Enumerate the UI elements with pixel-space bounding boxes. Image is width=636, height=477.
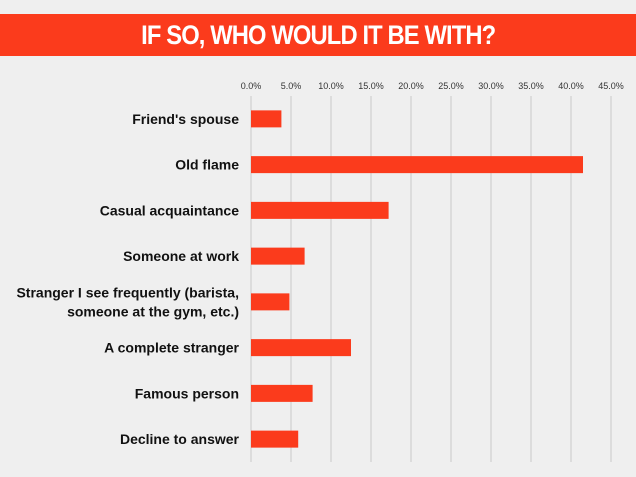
x-tick-label: 15.0%	[358, 81, 384, 91]
x-tick-label: 45.0%	[598, 81, 624, 91]
category-label: Famous person	[135, 385, 239, 401]
bar	[251, 110, 282, 128]
bar	[251, 156, 583, 174]
x-tick-label: 5.0%	[281, 81, 302, 91]
x-tick-label: 25.0%	[438, 81, 464, 91]
chart-title: IF SO, WHO WOULD IT BE WITH?	[140, 19, 496, 50]
x-tick-label: 35.0%	[518, 81, 544, 91]
category-label: Stranger I see frequently (barista,	[16, 284, 239, 300]
category-label: A complete stranger	[104, 340, 239, 356]
x-tick-label: 0.0%	[241, 81, 262, 91]
bar	[251, 293, 290, 311]
category-label: Casual acquaintance	[100, 202, 239, 218]
bar	[251, 247, 305, 265]
x-tick-label: 10.0%	[318, 81, 344, 91]
bar	[251, 201, 389, 219]
bar	[251, 430, 299, 448]
bar	[251, 339, 351, 357]
title-banner: IF SO, WHO WOULD IT BE WITH?	[0, 14, 636, 56]
x-tick-label: 30.0%	[478, 81, 504, 91]
bar	[251, 384, 313, 402]
category-label: Old flame	[175, 157, 239, 173]
category-label: Friend's spouse	[132, 111, 239, 127]
category-label: Someone at work	[123, 248, 239, 264]
category-label: someone at the gym, etc.)	[67, 303, 239, 319]
x-tick-label: 40.0%	[558, 81, 584, 91]
x-tick-label: 20.0%	[398, 81, 424, 91]
category-label: Decline to answer	[120, 431, 240, 447]
